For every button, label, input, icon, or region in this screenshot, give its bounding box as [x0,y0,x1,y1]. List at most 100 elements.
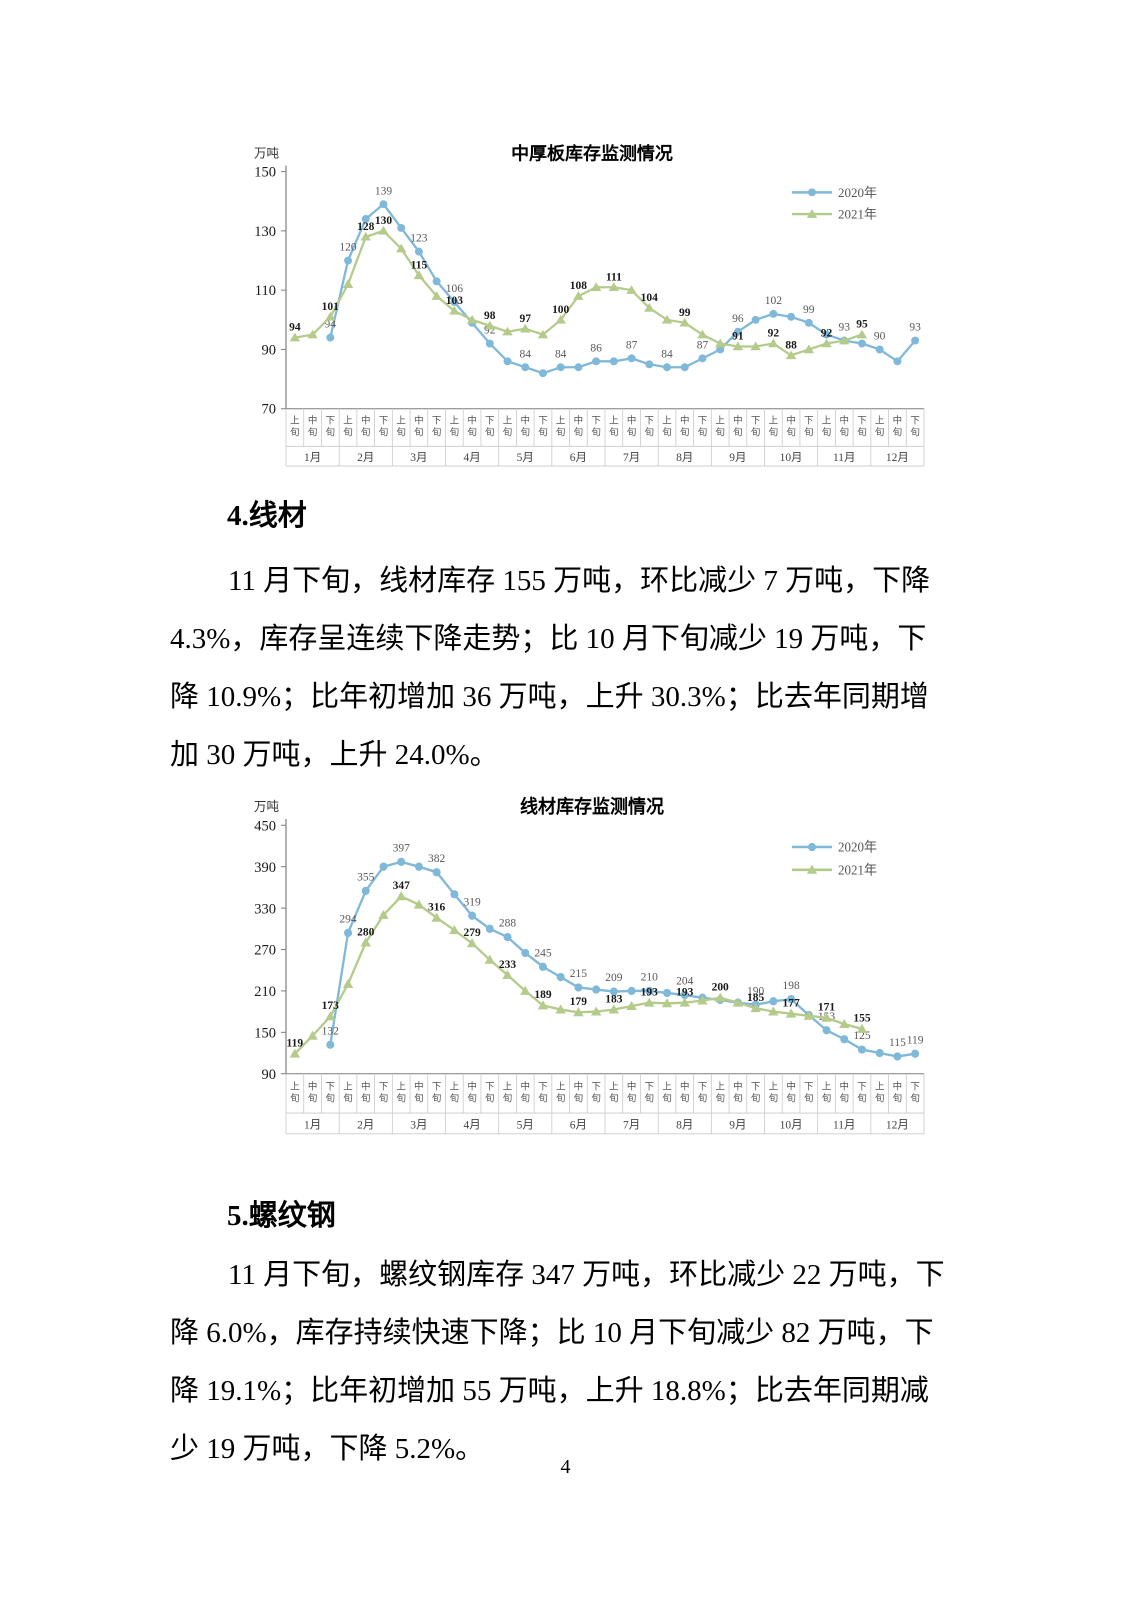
circle-marker [840,1035,849,1044]
data-label: 355 [357,870,374,883]
circle-marker [716,345,725,354]
month-tick-label: 8月 [676,1118,693,1131]
circle-marker [503,357,512,366]
x-axis: 上旬中旬下旬上旬中旬下旬上旬中旬下旬上旬中旬下旬上旬中旬下旬上旬中旬下旬上旬中旬… [285,408,925,467]
data-label: 97 [520,313,532,325]
data-label: 99 [803,304,815,316]
circle-marker [680,990,689,1000]
period-tick-label: 中旬 [786,415,796,439]
circle-marker [450,298,459,306]
data-label: 198 [782,979,799,992]
data-label: 279 [463,926,480,939]
data-label: 102 [765,295,783,307]
data-label: 92 [484,325,496,337]
data-label: 84 [520,348,532,360]
triangle-marker [395,891,407,901]
period-tick-label: 中旬 [414,1080,424,1105]
period-tick-label: 下旬 [379,1081,389,1105]
triangle-marker [626,1000,637,1011]
month-tick-label: 12月 [886,1118,909,1131]
circle-marker [698,354,707,363]
period-tick-label: 下旬 [645,417,655,439]
period-tick-label: 上旬 [769,1081,779,1105]
legend-label: 2020年 [838,839,877,854]
period-tick-label: 上旬 [503,1081,513,1105]
period-tick-label: 中旬 [893,1080,903,1105]
period-tick-label: 下旬 [379,417,389,439]
circle-marker [574,363,583,372]
circle-marker [432,277,441,286]
period-tick-label: 上旬 [556,416,566,439]
y-tick-label: 150 [254,165,276,181]
triangle-marker [839,1018,850,1028]
triangle-marker [307,1030,318,1040]
triangle-marker [413,899,425,909]
series-2020年: 94 120 139 123 106 92 84 84 86 87 84 87 96 102 99 93 90 9… [325,185,921,378]
data-label: 189 [534,988,551,1001]
month-tick-label: 8月 [676,452,693,464]
legend-label: 2020年 [838,185,877,200]
circle-marker [680,363,689,372]
paragraph-line: 降 6.0%，库存持续快速下降；比 10 月下旬减少 82 万吨，下 [170,1317,934,1349]
data-label: 87 [697,340,709,352]
triangle-marker [484,954,496,964]
paragraph-line: 降 10.9%；比年初增加 36 万吨，上升 30.3%；比去年同期增 [170,681,929,713]
period-tick-label: 中旬 [521,1080,531,1105]
month-tick-label: 1月 [304,1118,321,1131]
data-label: 130 [375,215,393,227]
circle-marker [361,886,370,895]
data-label: 104 [641,292,659,304]
triangle-marker [785,350,797,360]
data-label: 294 [339,912,356,925]
triangle-marker [608,282,620,291]
circle-marker [538,962,547,971]
circle-marker [808,842,816,852]
data-label: 233 [499,958,516,971]
circle-marker [787,995,796,1004]
triangle-marker [537,1000,549,1010]
month-tick-label: 1月 [304,452,321,464]
period-tick-label: 上旬 [343,416,353,439]
month-tick-label: 9月 [729,452,746,464]
data-label: 319 [463,895,480,908]
data-label: 209 [605,971,622,984]
triangle-marker [590,1006,602,1016]
triangle-marker [502,969,513,979]
period-tick-label: 中旬 [467,415,477,439]
period-tick-label: 上旬 [343,1081,353,1105]
legend-label: 2021年 [838,207,877,222]
triangle-marker [803,344,815,354]
circle-marker [556,972,565,982]
data-label: 108 [570,280,588,292]
paragraph-line: 11 月下旬，螺纹钢库存 347 万吨，环比减少 22 万吨，下 [228,1259,945,1291]
triangle-marker [821,1012,832,1022]
triangle-marker [768,1006,779,1016]
period-tick-label: 中旬 [308,415,318,439]
data-label: 245 [534,946,551,959]
triangle-marker [307,329,318,339]
triangle-marker [449,305,460,315]
paragraph-line: 4.3%，库存呈连续下降走势；比 10 月下旬减少 19 万吨，下 [170,623,927,655]
triangle-marker [806,864,818,874]
period-tick-label: 下旬 [326,1081,336,1105]
circle-marker [485,924,494,933]
data-label: 93 [909,322,921,334]
circle-marker [326,333,335,342]
data-label: 94 [289,322,301,334]
period-tick-label: 下旬 [485,1081,495,1105]
triangle-marker [466,314,478,324]
triangle-marker [360,231,371,241]
section-4-paragraph: 11 月下旬，线材库存 155 万吨，环比减少 7 万吨，下降 4.3%，库存呈… [170,552,970,784]
month-tick-label: 11月 [833,452,856,464]
period-tick-label: 上旬 [715,1081,725,1105]
circle-marker [361,215,370,223]
data-label: 106 [446,283,464,295]
period-tick-label: 上旬 [875,416,885,439]
period-tick-label: 中旬 [733,1080,743,1105]
data-label: 177 [782,996,799,1009]
triangle-marker [431,912,442,922]
triangle-marker [378,225,389,235]
period-tick-label: 下旬 [538,417,548,439]
period-tick-label: 下旬 [910,417,920,439]
